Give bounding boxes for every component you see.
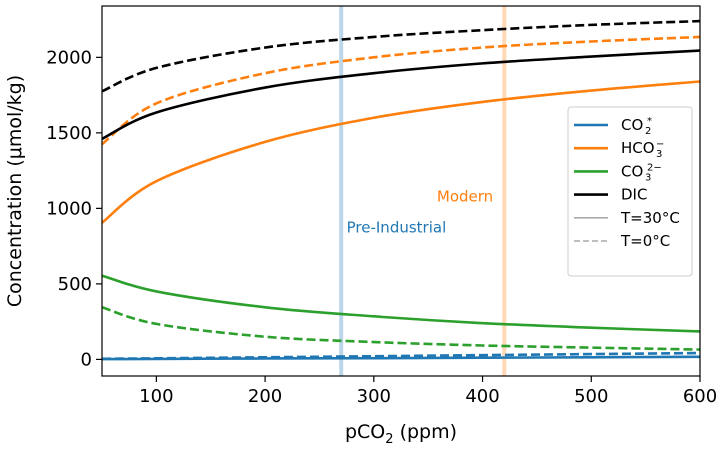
y-tick-label: 0 [81, 349, 92, 370]
series-line-dic_30c [101, 49, 701, 141]
x-tick-label: 500 [574, 386, 608, 407]
vline-label-1: Modern [437, 188, 493, 206]
y-tick-label: 2000 [46, 47, 92, 68]
series-line-co3_0c [101, 306, 701, 351]
y-axis-ticks: 0 500 1000 1500 2000 [46, 47, 102, 370]
legend-label-3: DIC [621, 186, 647, 204]
legend-label-2: CO 32− [621, 162, 662, 183]
x-tick-label: 600 [683, 386, 717, 407]
series-line-co2_30c [101, 355, 701, 361]
x-tick-label: 300 [357, 386, 391, 407]
series-line-co3_30c [101, 274, 701, 333]
legend-label-1: HCO3− [621, 139, 664, 160]
x-axis-label: pCO2 (ppm) [345, 421, 457, 447]
annotations: Pre-Industrial Modern [347, 188, 494, 237]
plot-area-frame [101, 5, 701, 377]
series-lines [101, 19, 701, 361]
legend: CO 2*HCO3−CO 32− DIC T=30°C T=0°C [567, 106, 693, 277]
x-tick-label: 400 [465, 386, 499, 407]
x-axis-ticks: 100 200 300 400 500 600 [139, 376, 717, 407]
y-tick-label: 1500 [46, 123, 92, 144]
y-tick-label: 500 [58, 274, 92, 295]
vline-label-0: Pre-Industrial [347, 219, 447, 237]
legend-label-5: T=0°C [620, 232, 670, 250]
series-line-dic_0c [101, 19, 701, 93]
y-tick-label: 1000 [46, 198, 92, 219]
x-tick-label: 200 [248, 386, 282, 407]
legend-label-4: T=30°C [620, 209, 680, 227]
series-line-hco3_30c [101, 80, 701, 224]
legend-label-0: CO 2* [621, 116, 652, 137]
y-axis-label: Concentration (μmol/kg) [4, 75, 26, 307]
series-line-hco3_0c [101, 35, 701, 146]
x-tick-label: 100 [139, 386, 173, 407]
